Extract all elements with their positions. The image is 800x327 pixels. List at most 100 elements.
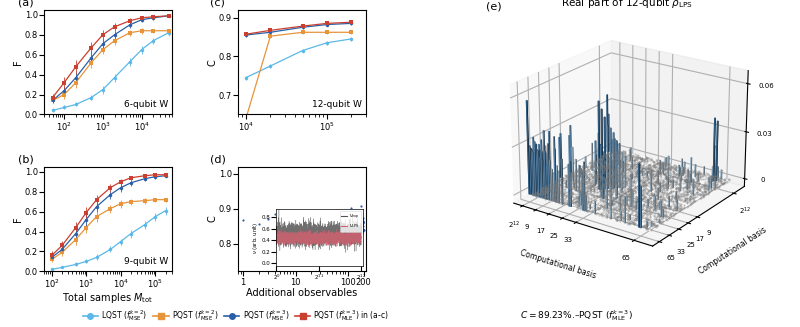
Point (350, 219, 362, 225)
Point (338, 224, 351, 229)
Point (328, 214, 341, 219)
Y-axis label: C: C (207, 216, 218, 222)
Text: 9-qubit W: 9-qubit W (124, 257, 168, 266)
Point (350, 216, 363, 221)
Point (348, 226, 361, 232)
Y-axis label: Computational basis: Computational basis (697, 225, 768, 276)
Point (335, 220, 348, 225)
Point (354, 219, 367, 224)
Point (336, 233, 349, 238)
Point (354, 221, 366, 226)
Point (354, 222, 366, 228)
Text: (d): (d) (210, 155, 226, 164)
Point (294, 224, 306, 229)
Point (358, 228, 370, 233)
Point (334, 218, 346, 224)
Point (339, 224, 352, 229)
Point (355, 226, 368, 231)
Point (345, 222, 358, 227)
Point (346, 207, 359, 212)
Point (346, 212, 359, 217)
Point (331, 228, 344, 233)
Point (336, 223, 349, 228)
X-axis label: Additional observables: Additional observables (246, 288, 358, 298)
Point (289, 217, 302, 222)
Point (342, 226, 355, 231)
Point (319, 219, 332, 225)
Point (351, 218, 364, 224)
Point (355, 222, 368, 227)
Point (351, 225, 364, 230)
Point (326, 232, 338, 237)
Point (346, 226, 358, 232)
Point (350, 229, 363, 234)
Point (286, 224, 299, 229)
Point (338, 226, 350, 231)
Point (350, 229, 363, 234)
Point (341, 219, 354, 224)
Point (355, 217, 368, 222)
Point (345, 205, 358, 211)
Point (350, 217, 363, 223)
Point (342, 223, 354, 229)
Point (329, 226, 342, 231)
Point (349, 226, 362, 231)
Point (330, 224, 343, 229)
Point (311, 220, 324, 225)
Point (307, 222, 320, 227)
Text: (a): (a) (18, 0, 34, 8)
Point (326, 218, 338, 224)
Point (338, 211, 350, 216)
Text: $C = 89.23\%$.–PQST ($f_{\rm MLE}^{k=3}$): $C = 89.23\%$.–PQST ($f_{\rm MLE}^{k=3}$… (519, 308, 633, 323)
Point (355, 227, 368, 232)
Point (337, 218, 350, 224)
Point (355, 204, 368, 209)
Point (356, 215, 369, 220)
Point (310, 224, 322, 229)
Point (354, 215, 367, 221)
Point (347, 227, 360, 232)
Point (350, 219, 362, 224)
Point (324, 224, 337, 229)
Point (351, 219, 364, 224)
Text: (b): (b) (18, 155, 34, 164)
Point (342, 222, 355, 227)
Point (323, 230, 336, 235)
Point (334, 221, 347, 226)
Point (353, 218, 366, 223)
Point (339, 220, 352, 225)
Point (328, 215, 341, 220)
Text: (e): (e) (486, 2, 502, 12)
Point (354, 212, 367, 217)
Point (344, 221, 357, 226)
Point (341, 230, 354, 235)
Point (349, 211, 362, 216)
Point (353, 215, 366, 220)
Point (320, 229, 333, 234)
Point (314, 222, 327, 228)
Point (324, 225, 337, 231)
Point (305, 230, 318, 235)
Y-axis label: C: C (207, 59, 218, 65)
Y-axis label: F: F (13, 59, 23, 65)
Point (338, 215, 351, 220)
Title: Real part of 12-qubit $\rho_{\rm LPS}$: Real part of 12-qubit $\rho_{\rm LPS}$ (561, 0, 693, 9)
Point (321, 216, 334, 221)
Point (347, 231, 360, 236)
Point (346, 217, 359, 222)
Point (354, 221, 367, 226)
Point (331, 228, 344, 233)
Point (274, 222, 286, 227)
Point (327, 225, 340, 230)
Point (355, 216, 368, 221)
Point (346, 228, 358, 233)
Point (319, 233, 332, 238)
Point (302, 219, 315, 224)
Point (281, 211, 294, 216)
Point (304, 226, 317, 232)
Point (354, 225, 366, 231)
Point (353, 226, 366, 231)
Point (315, 224, 328, 230)
Point (354, 218, 367, 224)
Point (312, 228, 325, 233)
